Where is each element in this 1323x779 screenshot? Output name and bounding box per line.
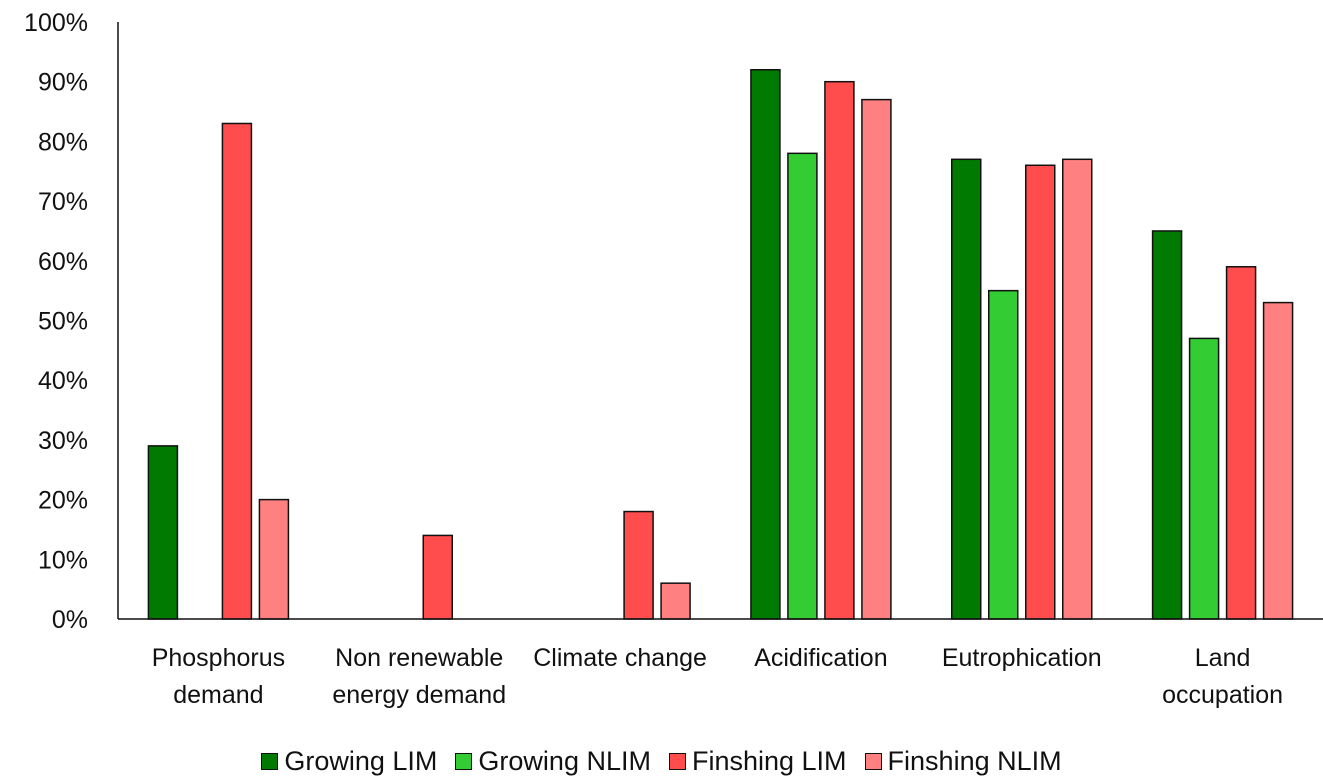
bar xyxy=(1062,158,1093,620)
legend-item: Growing NLIM xyxy=(455,746,651,776)
bars xyxy=(147,69,1294,620)
bar xyxy=(1225,266,1257,620)
y-tick-label: 80% xyxy=(38,128,88,156)
category-label: Non renewable energy demand xyxy=(332,644,506,709)
y-tick-label: 10% xyxy=(38,546,88,574)
y-tick-label: 60% xyxy=(38,248,88,276)
y-tick-label: 40% xyxy=(38,367,88,395)
bar xyxy=(787,152,818,620)
legend-label: Growing NLIM xyxy=(478,746,651,776)
bar xyxy=(660,582,691,620)
y-tick-label: 100% xyxy=(24,9,88,37)
y-tick-label: 70% xyxy=(38,188,88,216)
bar xyxy=(1151,230,1183,620)
y-tick-label: 0% xyxy=(52,606,88,634)
y-tick-label: 30% xyxy=(38,427,88,455)
legend-label: Finshing LIM xyxy=(691,746,847,776)
category-labels: Phosphorus demand Non renewable energy dema… xyxy=(152,644,1283,709)
bar xyxy=(1025,164,1056,620)
category-label: Phosphorus demand xyxy=(152,644,285,709)
bar xyxy=(988,289,1019,620)
bar-chart: 0% 10% 20% 30% 40% 50% 60% 70% 80% 90% 100% Phosph… xyxy=(24,9,1323,709)
y-axis-ticks: 0% 10% 20% 30% 40% 50% 60% 70% 80% 90% 100% xyxy=(24,9,88,634)
legend-item: Finshing NLIM xyxy=(864,746,1062,776)
legend-swatch xyxy=(261,752,279,770)
bar xyxy=(951,158,982,620)
legend-label: Finshing NLIM xyxy=(887,746,1062,776)
bar xyxy=(422,534,453,620)
legend-swatch xyxy=(455,752,473,770)
bar xyxy=(861,98,892,620)
category-label: Acidification xyxy=(754,644,887,672)
bar xyxy=(147,445,179,620)
legend-swatch xyxy=(864,752,882,770)
y-tick-label: 90% xyxy=(38,69,88,97)
legend-item: Finshing LIM xyxy=(668,746,847,776)
legend: Growing LIM Growing NLIM Finshing LIM Finsh… xyxy=(0,743,1323,779)
bar xyxy=(750,69,781,620)
legend-item: Growing LIM xyxy=(261,746,437,776)
category-label: Land occupation xyxy=(1162,644,1283,709)
bar xyxy=(1188,337,1220,620)
y-tick-label: 50% xyxy=(38,308,88,336)
category-label: Eutrophication xyxy=(942,644,1102,672)
bar xyxy=(824,80,855,620)
bar xyxy=(258,498,290,620)
bar xyxy=(1262,301,1294,620)
bar xyxy=(221,122,253,620)
legend-label: Growing LIM xyxy=(284,746,438,776)
bar xyxy=(623,510,654,620)
category-label: Climate change xyxy=(533,644,707,672)
y-tick-label: 20% xyxy=(38,487,88,515)
legend-swatch xyxy=(668,752,686,770)
